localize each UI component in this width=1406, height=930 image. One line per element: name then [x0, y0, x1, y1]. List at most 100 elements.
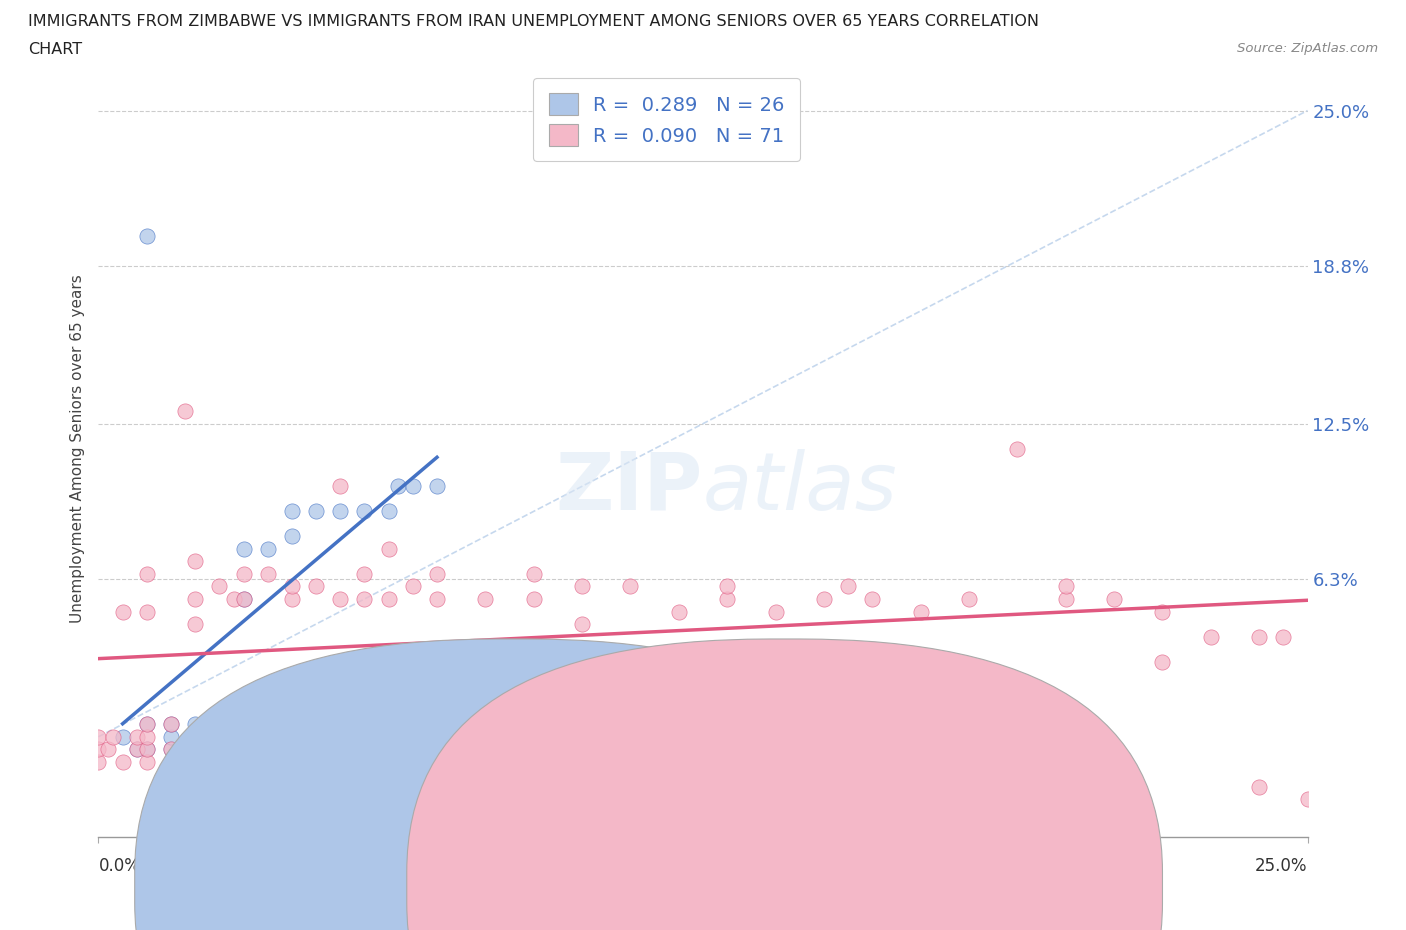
Point: [402, 479, 425, 494]
Point: [1054, 579, 1077, 594]
Point: [127, 742, 149, 757]
Point: [160, 717, 183, 732]
Point: [174, 404, 197, 418]
Point: [256, 566, 278, 581]
Point: [232, 541, 254, 556]
Point: [402, 579, 425, 594]
Point: [208, 717, 231, 732]
Point: [426, 566, 449, 581]
Point: [232, 566, 254, 581]
Point: [377, 504, 399, 519]
Point: [135, 742, 157, 757]
Point: [957, 591, 980, 606]
Point: [1296, 792, 1319, 807]
Point: [222, 591, 245, 606]
Point: [765, 604, 787, 619]
Point: [127, 729, 149, 744]
Point: [87, 754, 110, 769]
Point: [87, 729, 110, 744]
Point: [208, 704, 231, 719]
Point: [256, 717, 278, 732]
Point: [619, 579, 641, 594]
Point: [160, 729, 183, 744]
Point: [160, 742, 183, 757]
Point: [281, 504, 304, 519]
Point: [860, 591, 883, 606]
Point: [281, 529, 304, 544]
Point: [184, 729, 207, 744]
Point: [305, 504, 328, 519]
Point: [222, 704, 245, 719]
Point: [571, 579, 593, 594]
Point: [716, 579, 738, 594]
Point: [111, 729, 134, 744]
Point: [387, 479, 409, 494]
FancyBboxPatch shape: [406, 639, 1163, 930]
Text: Immigrants from Iran: Immigrants from Iran: [808, 879, 986, 897]
Text: 25.0%: 25.0%: [1256, 857, 1308, 875]
Point: [1152, 604, 1174, 619]
Point: [135, 229, 157, 244]
Text: Source: ZipAtlas.com: Source: ZipAtlas.com: [1237, 42, 1378, 55]
Point: [1249, 779, 1271, 794]
Point: [329, 479, 352, 494]
Point: [208, 754, 231, 769]
Point: [1272, 630, 1295, 644]
Point: [135, 604, 157, 619]
Point: [174, 742, 197, 757]
Point: [184, 554, 207, 569]
Point: [127, 742, 149, 757]
Point: [135, 729, 157, 744]
Point: [281, 742, 304, 757]
Text: ZIP: ZIP: [555, 448, 703, 526]
Point: [256, 754, 278, 769]
FancyBboxPatch shape: [135, 639, 890, 930]
Point: [329, 504, 352, 519]
Point: [281, 579, 304, 594]
Text: CHART: CHART: [28, 42, 82, 57]
Point: [523, 591, 546, 606]
Point: [329, 591, 352, 606]
Point: [910, 604, 932, 619]
Point: [135, 742, 157, 757]
Point: [184, 742, 207, 757]
Point: [1102, 591, 1125, 606]
Legend: R =  0.289   N = 26, R =  0.090   N = 71: R = 0.289 N = 26, R = 0.090 N = 71: [533, 78, 800, 161]
Point: [281, 591, 304, 606]
Point: [232, 591, 254, 606]
Point: [305, 579, 328, 594]
Text: Immigrants from Zimbabwe: Immigrants from Zimbabwe: [536, 879, 768, 897]
Point: [111, 754, 134, 769]
Point: [184, 591, 207, 606]
Point: [377, 541, 399, 556]
Point: [111, 604, 134, 619]
Point: [571, 617, 593, 631]
Point: [232, 591, 254, 606]
Point: [353, 591, 375, 606]
Point: [160, 742, 183, 757]
Point: [813, 591, 835, 606]
Text: IMMIGRANTS FROM ZIMBABWE VS IMMIGRANTS FROM IRAN UNEMPLOYMENT AMONG SENIORS OVER: IMMIGRANTS FROM ZIMBABWE VS IMMIGRANTS F…: [28, 14, 1039, 29]
Point: [97, 742, 120, 757]
Point: [716, 591, 738, 606]
Point: [474, 591, 496, 606]
Point: [87, 742, 110, 757]
Point: [377, 591, 399, 606]
Text: atlas: atlas: [703, 448, 898, 526]
Point: [101, 729, 124, 744]
Point: [208, 579, 231, 594]
Point: [184, 717, 207, 732]
Point: [1152, 654, 1174, 669]
Text: 0.0%: 0.0%: [98, 857, 141, 875]
Point: [256, 541, 278, 556]
Y-axis label: Unemployment Among Seniors over 65 years: Unemployment Among Seniors over 65 years: [70, 274, 86, 623]
Point: [668, 604, 690, 619]
Point: [184, 617, 207, 631]
Point: [281, 729, 304, 744]
Point: [353, 566, 375, 581]
Point: [837, 579, 859, 594]
Point: [135, 754, 157, 769]
Point: [208, 729, 231, 744]
Point: [1054, 591, 1077, 606]
Point: [135, 717, 157, 732]
